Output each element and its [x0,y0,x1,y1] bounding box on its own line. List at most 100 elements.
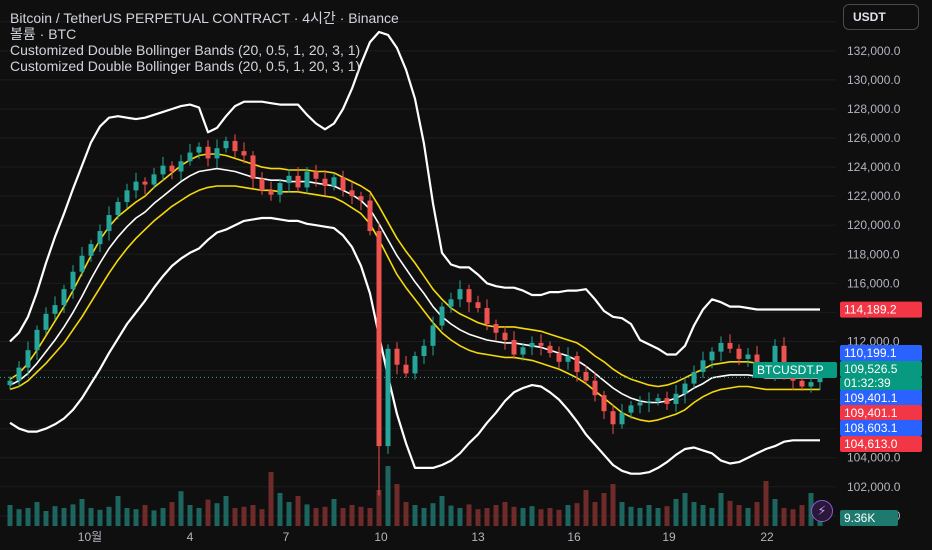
indicator-legend-1[interactable]: Customized Double Bollinger Bands (20, 0… [10,42,361,58]
price-label-inner-upper: 110,199.1 [844,346,897,360]
candle-body [736,348,742,359]
candle-body [493,324,499,333]
price-label-upper-band-bg [840,301,922,318]
candle-body [727,342,733,349]
volume-bar [763,481,769,526]
volume-bar [790,509,796,526]
candle-body [466,289,472,303]
candle-body [754,354,760,367]
time-tick-label: 7 [283,530,290,544]
volume-bar [799,505,805,526]
chart-legend: Bitcoin / TetherUS PERPETUAL CONTRACT · … [10,10,399,74]
volume-bar [7,505,13,526]
candle-body [259,178,265,191]
candle-body [331,177,337,186]
candle-body [160,165,166,175]
price-tick-label: 124,000.0 [847,160,901,174]
price-axis: 100,000.0102,000.0104,000.0106,000.0108,… [836,0,932,550]
lightning-icon[interactable]: ⚡ [811,500,833,522]
price-tick-label: 132,000.0 [847,44,901,58]
price-tick-label: 116,000.0 [847,276,900,290]
candle-body [664,398,670,404]
volume-bar [340,508,346,526]
volume-bar [709,508,715,526]
candle-body [745,354,751,359]
candle-body [565,355,571,362]
chart-grid [0,21,836,517]
volume-bar [655,508,661,526]
candle-body [403,364,409,374]
volume-bar [16,509,22,526]
candle-body [601,395,607,412]
volume-bar [268,472,274,526]
countdown-label-bg [840,377,922,391]
volume-bar [727,500,733,526]
volume-bar [259,509,265,526]
volume-bar [574,503,580,526]
volume-bar [376,490,382,526]
volume-bar [322,506,328,526]
volume-bar [304,504,310,526]
volume-bar [700,505,706,526]
volume-bar [97,509,103,526]
symbol-title[interactable]: Bitcoin / TetherUS PERPETUAL CONTRACT · … [10,10,399,26]
candle-body [700,360,706,372]
volume-bar [403,502,409,526]
volume-bar [772,499,778,526]
volume-bar [718,493,724,526]
candle-body [439,306,445,326]
symbol-tag-bg [753,362,837,378]
indicator-legend-2[interactable]: Customized Double Bollinger Bands (20, 0… [10,58,361,74]
candle-body [691,371,697,384]
volume-bar [115,496,121,526]
candle-body [115,201,121,216]
volume-bar [457,508,463,526]
volume-bar [169,502,175,526]
volume-legend[interactable]: 볼륨 · BTC [10,26,77,42]
candle-body [817,377,823,383]
candle-body [61,289,67,306]
price-tick-label: 118,000.0 [847,247,900,261]
volume-bar [214,503,220,526]
time-tick-label: 10 [374,530,388,544]
volume-bar [286,502,292,526]
candle-body [673,393,679,404]
time-axis: 10월 4 7 10 13 16 19 22 [78,530,774,544]
candle-body [124,190,130,202]
volume-bar [412,505,418,526]
candle-body [241,151,247,156]
volume-bar [79,499,85,526]
candle-body [709,351,715,361]
price-label-lower-band-bg [840,436,922,452]
band-inner-upper [9,153,820,388]
price-labels: 114,189.2 110,199.1 BTCUSDT.P 109,526.501:3… [753,301,922,526]
volume-bar [529,506,535,526]
band-inner-lower [9,185,820,423]
candle-body [358,196,364,201]
candle-body [304,171,310,188]
time-tick-label: 22 [760,530,774,544]
price-label-mid-2-bg [840,405,922,421]
volume-bar [223,496,229,526]
volume-bar [538,509,544,526]
candle-body [547,345,553,354]
candle-body [88,244,94,256]
price-label-inner-lower-bg [840,420,922,436]
volume-bar [547,508,553,526]
candle-body [367,200,373,232]
price-label-inner-lower: 108,603.1 [844,421,898,435]
candle-body [637,402,643,406]
volume-bar [745,508,751,526]
price-tick-label: 112,000.0 [847,334,900,348]
candle-body [574,355,580,372]
volume-bar [61,508,67,526]
volume-bar [358,506,364,526]
currency-button[interactable]: USDT [843,4,919,30]
candle-body [106,215,112,232]
candle-body [268,190,274,195]
axis-background [836,0,932,550]
candle-body [646,401,652,403]
volume-bar [178,491,184,526]
volume-bar [583,490,589,526]
